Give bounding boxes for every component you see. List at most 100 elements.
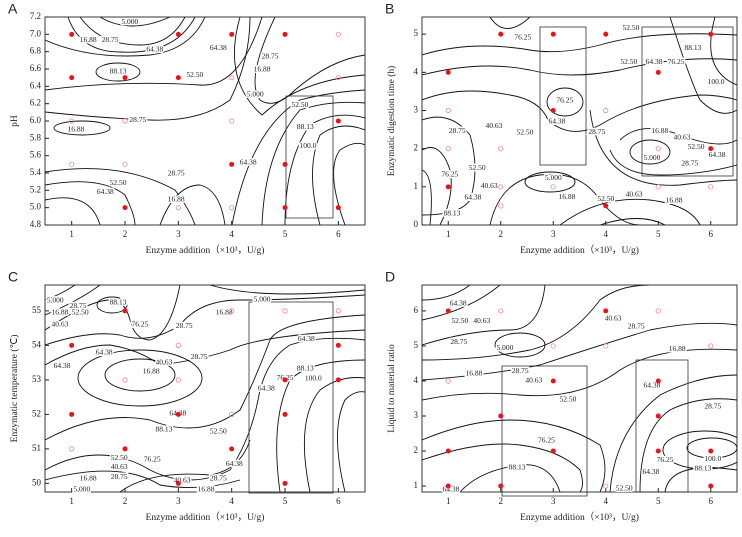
contour-label: 52.50 [186, 70, 203, 79]
design-point [69, 75, 75, 81]
contour-label: 40.63 [481, 181, 498, 190]
contour-label: 5.000 [47, 296, 64, 305]
design-point [550, 448, 556, 454]
contour-lines [422, 285, 737, 492]
contour-label: 28.75 [70, 301, 87, 310]
contour-label: 76.25 [556, 96, 573, 105]
y-tick-label: 5 [414, 340, 419, 350]
contour-lines [45, 285, 365, 492]
contour-label: 28.75 [628, 322, 645, 331]
design-point [335, 118, 341, 124]
design-point [445, 184, 451, 190]
design-point [122, 161, 128, 167]
design-point [445, 378, 451, 384]
x-axis-label: Enzyme addition（×10³，U/g) [520, 244, 639, 256]
contour-label: 88.13 [509, 463, 526, 472]
design-point [122, 377, 128, 383]
design-point [603, 107, 609, 114]
contour-label: 40.63 [111, 462, 128, 471]
contour-label: 40.63 [605, 314, 622, 323]
x-tick-label: 3 [551, 496, 556, 506]
design-point [655, 448, 661, 454]
design-point [282, 377, 288, 383]
design-point [655, 184, 661, 190]
y-tick-label: 5.8 [30, 132, 42, 142]
plot-frame [44, 284, 366, 493]
design-point [498, 203, 504, 209]
contour-label: 5.000 [545, 173, 562, 182]
contour-label: 28.75 [129, 115, 146, 124]
design-point [175, 411, 181, 417]
contour-lines [422, 17, 737, 225]
x-axis-label: Enzyme addition（×10³，U/g) [146, 244, 265, 256]
contour-label: 52.50 [516, 128, 533, 137]
contour-label: 64.38 [226, 459, 243, 468]
design-point [282, 161, 288, 167]
panel-label: D [385, 269, 395, 285]
design-point [498, 308, 504, 314]
y-tick-label: 6.6 [30, 63, 42, 73]
contour-label: 52.50 [291, 100, 308, 109]
contour-label: 5.000 [644, 153, 661, 162]
contour-label: 88.13 [297, 122, 314, 131]
contour-label: 88.13 [110, 66, 127, 75]
x-tick-label: 3 [176, 229, 181, 239]
panel-label: C [8, 269, 18, 285]
contour-label: 52.50 [72, 308, 89, 317]
contour-label: 64.38 [442, 485, 459, 494]
x-tick-label: 6 [336, 496, 341, 506]
design-point [69, 161, 75, 167]
design-point [122, 205, 128, 211]
x-tick-label: 2 [123, 496, 128, 506]
contour-label: 28.75 [262, 52, 279, 61]
design-point [229, 161, 235, 167]
x-tick-label: 1 [446, 229, 451, 239]
y-tick-label: 3 [414, 410, 419, 420]
contour-label: 28.75 [102, 35, 119, 44]
y-tick-label: 3 [414, 105, 419, 115]
x-tick-label: 3 [551, 229, 556, 239]
contour-label: 100.0 [704, 454, 721, 463]
x-tick-label: 4 [604, 229, 609, 239]
design-point [282, 480, 288, 486]
design-point [498, 31, 504, 37]
design-point [445, 483, 451, 489]
contour-label: 16.88 [666, 196, 683, 205]
x-tick-label: 2 [499, 496, 504, 506]
x-tick-label: 3 [176, 496, 181, 506]
y-tick-label: 54 [32, 339, 42, 349]
y-tick-label: 6 [414, 305, 419, 315]
contour-label: 76.25 [144, 455, 161, 464]
design-point [335, 31, 341, 37]
x-tick-label: 4 [229, 229, 234, 239]
contour-label: 88.13 [110, 298, 127, 307]
contour-label: 88.13 [684, 43, 701, 52]
highlight-box [501, 365, 588, 497]
contour-label: 52.50 [620, 57, 637, 66]
y-tick-label: 7.2 [30, 11, 41, 21]
design-point [229, 75, 235, 81]
design-point [655, 378, 661, 384]
x-tick-label: 5 [656, 229, 661, 239]
contour-label: 76.25 [131, 320, 148, 329]
y-tick-label: 4 [414, 375, 419, 385]
contour-label: 28.75 [681, 159, 698, 168]
design-point [655, 146, 661, 152]
design-point [498, 413, 504, 419]
panel-label: A [8, 1, 18, 17]
contour-label: 64.38 [54, 361, 71, 370]
y-axis-label: pH [10, 115, 20, 127]
contour-lines [45, 17, 365, 225]
y-tick-label: 6.8 [30, 46, 42, 56]
design-point [122, 75, 128, 81]
contour-label: 52.50 [451, 316, 468, 325]
contour-label: 64.38 [146, 45, 163, 54]
y-tick-label: 5.2 [30, 184, 41, 194]
design-point [708, 146, 714, 152]
design-point [603, 203, 609, 209]
design-point [69, 118, 75, 124]
design-point [445, 448, 451, 454]
design-point [282, 308, 288, 314]
contour-label: 52.50 [597, 194, 614, 203]
y-tick-label: 2 [414, 143, 419, 153]
